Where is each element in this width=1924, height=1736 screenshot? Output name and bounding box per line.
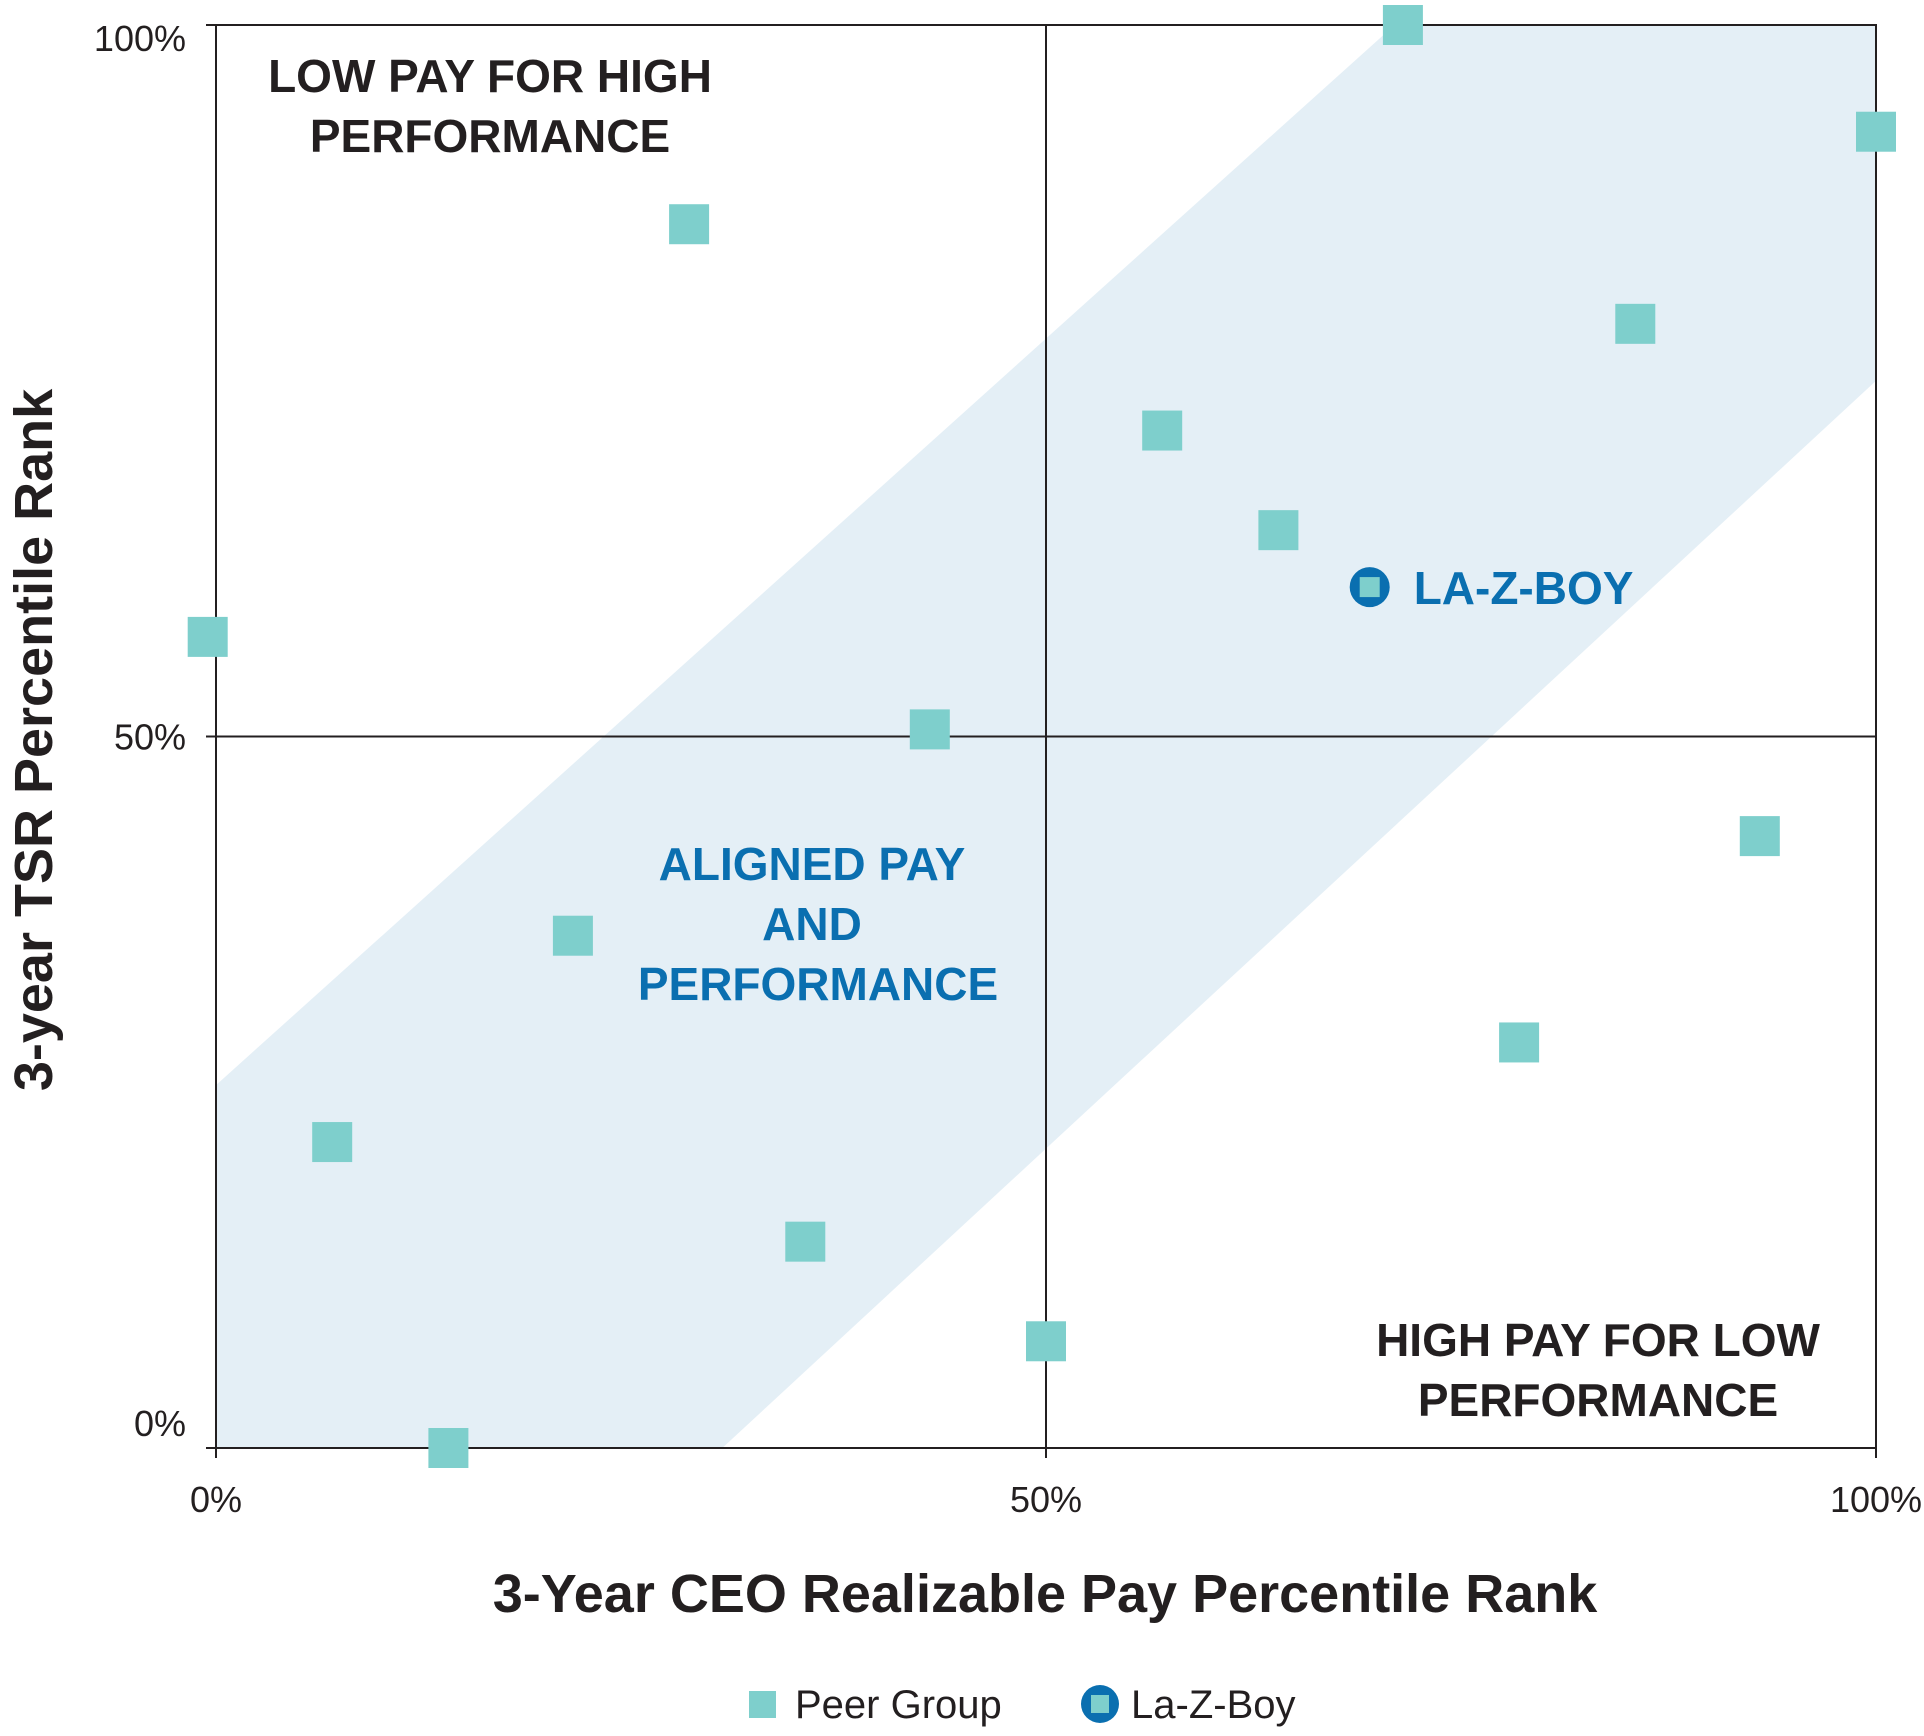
- peer-group-point: [187, 616, 228, 657]
- x-tick-labels: 0% 50% 100%: [190, 1479, 1922, 1520]
- la-z-boy-series: [1349, 567, 1390, 608]
- peer-group-point: [669, 204, 710, 245]
- peer-group-point: [1142, 410, 1183, 451]
- quadrant-label-bottom-right-line-1: HIGH PAY FOR LOW: [1376, 1314, 1820, 1366]
- la-z-boy-point: [1349, 567, 1390, 608]
- peer-group-point: [312, 1122, 353, 1163]
- legend-la-z-boy-marker: [1081, 1685, 1119, 1723]
- legend: Peer Group La-Z-Boy: [749, 1683, 1296, 1727]
- aligned-band-label: ALIGNED PAY AND PERFORMANCE: [638, 838, 998, 1010]
- peer-group-point: [1739, 816, 1780, 857]
- x-tick-label: 50%: [1010, 1479, 1082, 1520]
- y-tick-labels: 0% 50% 100%: [94, 18, 186, 1444]
- quadrant-label-top-left: LOW PAY FOR HIGH PERFORMANCE: [268, 50, 712, 162]
- peer-group-point: [909, 709, 950, 750]
- legend-peer-group-label: Peer Group: [795, 1683, 1002, 1727]
- peer-group-point: [1026, 1321, 1066, 1362]
- la-z-boy-point-label: LA-Z-BOY: [1414, 562, 1634, 614]
- aligned-band-label-line-1: ALIGNED PAY: [659, 838, 966, 890]
- y-axis-title: 3-year TSR Percentile Rank: [4, 388, 64, 1091]
- peer-group-point: [1856, 111, 1896, 152]
- peer-group-point: [428, 1428, 469, 1468]
- y-tick-label: 0%: [134, 1403, 186, 1444]
- quadrant-label-bottom-right-line-2: PERFORMANCE: [1418, 1374, 1778, 1426]
- peer-group-point: [1615, 303, 1656, 344]
- peer-group-point: [552, 915, 593, 956]
- aligned-band-label-line-3: PERFORMANCE: [638, 958, 998, 1010]
- x-tick-label: 0%: [190, 1479, 242, 1520]
- x-tick-label: 100%: [1830, 1479, 1922, 1520]
- aligned-band-label-line-2: AND: [762, 898, 862, 950]
- peer-group-point: [785, 1221, 826, 1262]
- quadrant-label-bottom-right: HIGH PAY FOR LOW PERFORMANCE: [1376, 1314, 1820, 1426]
- peer-group-series: [187, 5, 1896, 1468]
- legend-la-z-boy-label: La-Z-Boy: [1131, 1683, 1296, 1727]
- legend-peer-group-marker: [749, 1691, 776, 1718]
- peer-group-point: [1258, 510, 1299, 551]
- y-tick-label: 100%: [94, 18, 186, 59]
- x-axis-title: 3-Year CEO Realizable Pay Percentile Ran…: [493, 1564, 1599, 1624]
- quadrant-label-top-left-line-1: LOW PAY FOR HIGH: [268, 50, 712, 102]
- plot-frame: [206, 24, 1877, 1458]
- y-tick-label: 50%: [114, 717, 186, 758]
- peer-group-point: [1382, 5, 1423, 45]
- peer-group-point: [1499, 1022, 1540, 1063]
- quadrant-label-top-left-line-2: PERFORMANCE: [310, 110, 670, 162]
